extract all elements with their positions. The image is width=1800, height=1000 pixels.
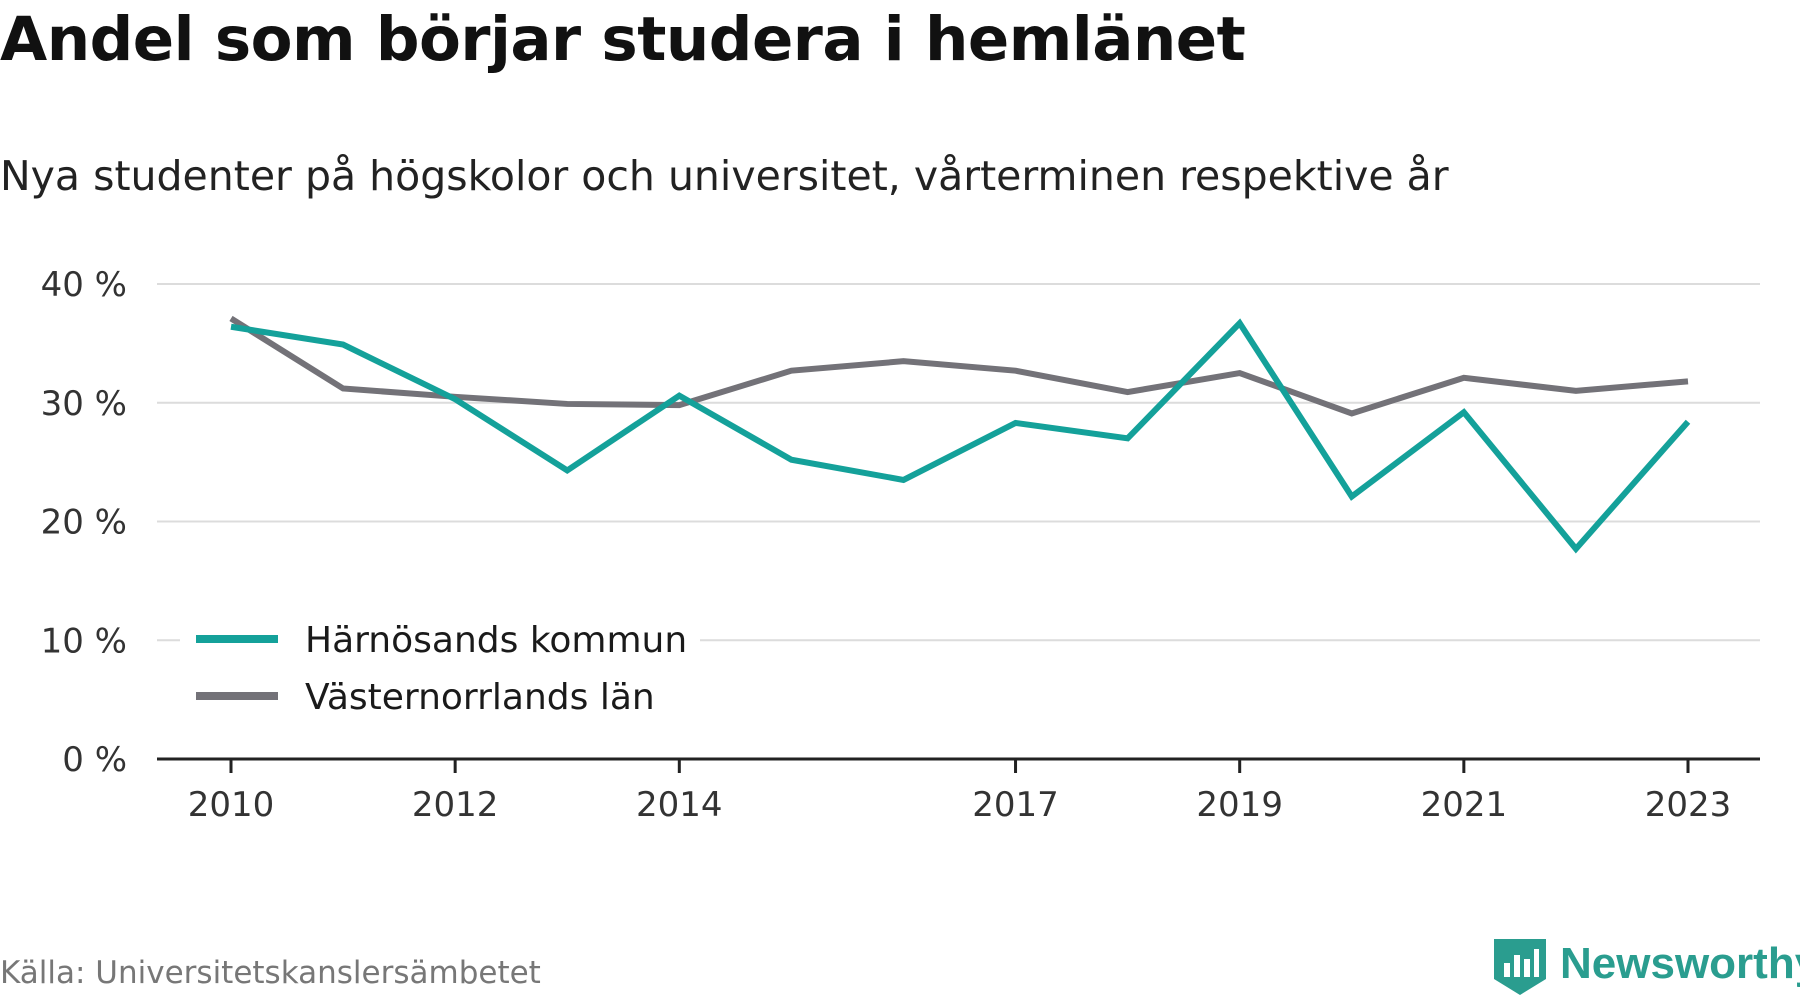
series-line-2 bbox=[229, 315, 1689, 417]
x-tick-label: 2014 bbox=[636, 785, 723, 825]
legend: Härnösands kommun Västernorrlands län bbox=[180, 614, 700, 724]
y-tick-label: 40 % bbox=[41, 265, 127, 305]
x-tick-label: 2021 bbox=[1421, 785, 1508, 825]
legend-label-2: Västernorrlands län bbox=[305, 677, 655, 718]
newsworthy-icon bbox=[1494, 939, 1546, 995]
gridlines bbox=[157, 283, 1760, 642]
y-axis-labels: 0 % 10 % 20 % 30 % 40 % bbox=[41, 265, 127, 780]
y-tick-label: 10 % bbox=[41, 621, 127, 661]
y-tick-label: 0 % bbox=[62, 740, 127, 780]
x-axis: 2010 2012 2014 2017 2019 2021 2023 bbox=[157, 757, 1760, 825]
x-tick-label: 2010 bbox=[188, 785, 275, 825]
legend-background bbox=[180, 614, 700, 724]
series-lines bbox=[229, 315, 1691, 554]
x-tick-label: 2012 bbox=[412, 785, 499, 825]
x-tick-label: 2017 bbox=[972, 785, 1059, 825]
brand-logo: Newsworthy bbox=[1490, 937, 1800, 997]
y-tick-label: 30 % bbox=[41, 384, 127, 424]
chart-subtitle: Nya studenter på högskolor och universit… bbox=[0, 152, 1449, 200]
y-tick-label: 20 % bbox=[41, 503, 127, 543]
legend-label-1: Härnösands kommun bbox=[305, 620, 687, 661]
series-line-1 bbox=[230, 318, 1691, 554]
x-tick-label: 2019 bbox=[1196, 785, 1283, 825]
brand-name: Newsworthy bbox=[1560, 939, 1800, 988]
chart-title: Andel som börjar studera i hemlänet bbox=[0, 4, 1246, 75]
x-tick-label: 2023 bbox=[1645, 785, 1732, 825]
source-note: Källa: Universitetskanslersämbetet bbox=[0, 955, 541, 991]
